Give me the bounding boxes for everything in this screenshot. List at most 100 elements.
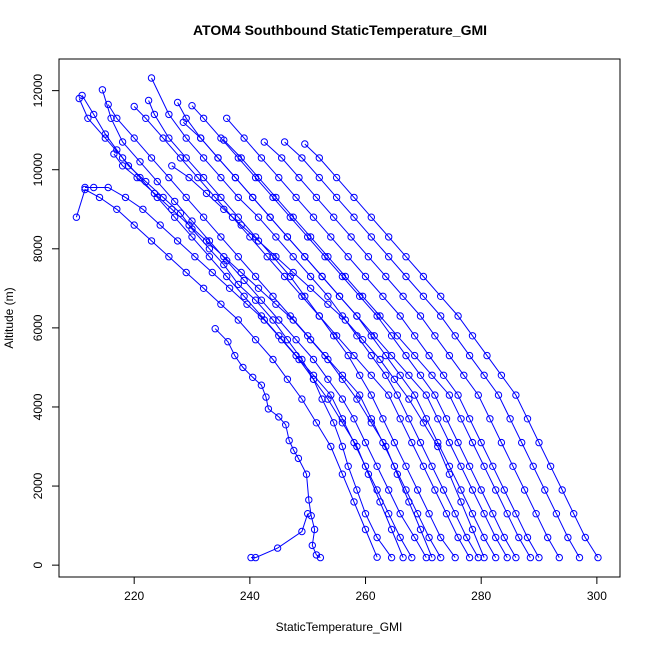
- data-point: [480, 510, 488, 518]
- data-point: [428, 462, 436, 470]
- data-point: [165, 134, 173, 142]
- series-13: [104, 100, 445, 562]
- series-line: [226, 117, 540, 558]
- data-point: [367, 391, 375, 399]
- data-point: [361, 438, 370, 447]
- data-point: [523, 533, 532, 542]
- data-point: [249, 373, 257, 381]
- data-point: [376, 355, 384, 364]
- data-point: [205, 253, 214, 261]
- y-axis-label: Altitude (m): [2, 287, 16, 348]
- data-point: [308, 541, 316, 550]
- data-point: [237, 154, 245, 162]
- data-point: [182, 154, 190, 162]
- data-point: [416, 371, 425, 379]
- data-point: [330, 419, 338, 427]
- data-point: [416, 312, 425, 320]
- series-line: [107, 104, 442, 558]
- data-point: [405, 415, 413, 423]
- data-point: [302, 470, 311, 478]
- data-point: [425, 533, 433, 542]
- data-point: [330, 213, 338, 221]
- data-point: [324, 395, 332, 403]
- data-point: [497, 438, 506, 447]
- series-layer: [72, 74, 602, 562]
- data-point: [292, 336, 300, 344]
- data-point: [294, 454, 303, 463]
- data-point: [234, 253, 243, 261]
- data-point: [402, 272, 410, 281]
- data-point: [356, 371, 364, 379]
- data-point: [260, 316, 268, 324]
- series-line: [113, 153, 433, 558]
- data-point: [520, 486, 529, 494]
- data-point: [338, 470, 347, 478]
- data-point: [439, 486, 448, 494]
- data-point: [486, 415, 494, 423]
- data-point: [72, 213, 81, 221]
- data-point: [468, 438, 477, 447]
- data-point: [402, 351, 410, 360]
- data-point: [408, 553, 416, 562]
- data-point: [223, 272, 231, 281]
- data-point: [483, 351, 491, 360]
- data-point: [262, 393, 270, 401]
- data-point: [234, 316, 243, 324]
- series-3: [98, 86, 430, 562]
- data-point: [457, 462, 465, 470]
- data-point: [500, 486, 508, 494]
- data-point: [168, 205, 176, 214]
- series-5: [147, 74, 482, 562]
- data-point: [428, 371, 436, 379]
- data-point: [95, 193, 104, 202]
- data-point: [147, 237, 156, 245]
- data-point: [350, 351, 358, 360]
- data-point: [173, 237, 182, 245]
- data-point: [492, 553, 500, 562]
- data-point: [465, 462, 474, 470]
- data-point: [492, 486, 500, 494]
- data-point: [234, 193, 243, 202]
- data-point: [503, 553, 511, 562]
- data-point: [523, 415, 532, 423]
- data-point: [312, 419, 321, 427]
- data-point: [309, 355, 318, 364]
- series-line: [223, 139, 531, 558]
- data-point: [474, 553, 482, 562]
- series-line: [81, 95, 393, 558]
- data-point: [298, 527, 306, 536]
- data-point: [130, 102, 138, 111]
- data-point: [535, 438, 543, 447]
- data-point: [315, 312, 323, 320]
- data-point: [367, 213, 375, 221]
- data-point: [370, 332, 378, 340]
- data-point: [118, 154, 127, 162]
- data-point: [208, 268, 217, 277]
- data-point: [416, 438, 425, 447]
- data-point: [382, 442, 390, 451]
- data-point: [324, 292, 332, 300]
- data-point: [165, 173, 173, 182]
- data-point: [489, 462, 497, 470]
- data-point: [118, 138, 127, 146]
- data-point: [361, 462, 370, 470]
- data-point: [272, 193, 280, 202]
- data-point: [350, 193, 358, 202]
- data-point: [239, 363, 247, 372]
- series-line: [182, 121, 508, 558]
- data-point: [468, 486, 477, 494]
- series-18: [81, 183, 407, 562]
- data-point: [113, 114, 121, 123]
- data-point: [332, 193, 341, 202]
- series-10: [280, 138, 584, 562]
- chart-title: ATOM4 Southbound StaticTemperature_GMI: [193, 22, 487, 38]
- data-point: [396, 312, 404, 320]
- data-point: [529, 462, 537, 470]
- series-1: [211, 325, 325, 562]
- data-point: [544, 533, 552, 542]
- data-point: [494, 391, 503, 399]
- data-point: [376, 498, 384, 506]
- data-point: [153, 177, 162, 186]
- data-point: [347, 233, 355, 241]
